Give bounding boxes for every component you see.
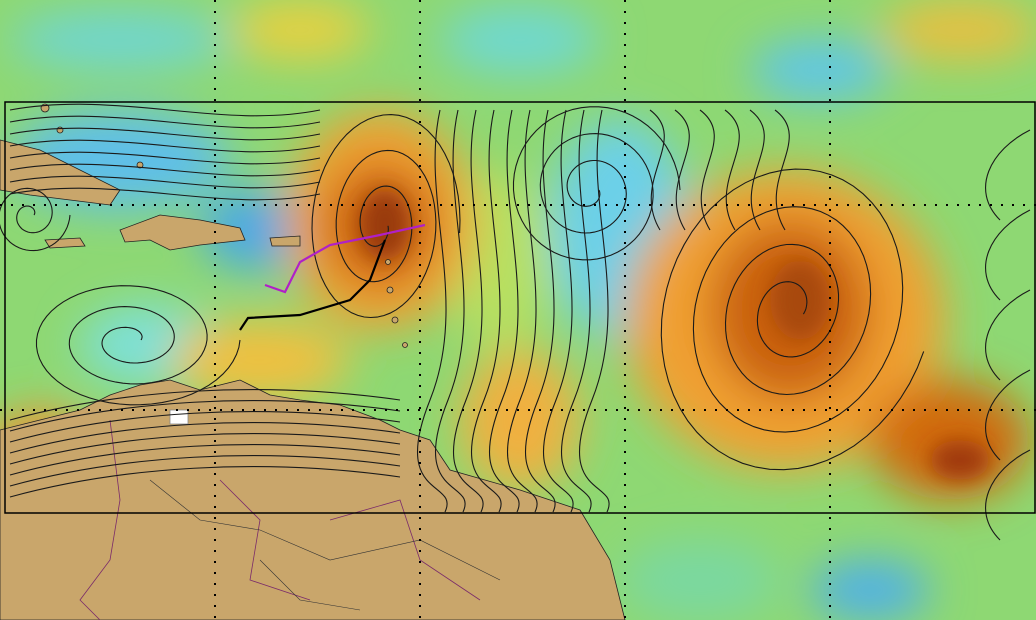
streamline [507, 109, 538, 513]
borders [79, 419, 481, 620]
streamline [724, 109, 740, 231]
streamline [985, 209, 1031, 301]
streamline [9, 411, 401, 443]
streamline [435, 109, 466, 513]
streamlines [0, 103, 1031, 541]
streamline [561, 109, 592, 513]
streamline [985, 449, 1031, 541]
streamline [9, 175, 321, 189]
streamline [417, 109, 448, 513]
streamline [9, 103, 321, 117]
streamline [525, 109, 556, 513]
streamline [649, 109, 665, 231]
streamline [660, 168, 925, 471]
streamline [9, 444, 401, 476]
storm-track-observed [239, 239, 387, 331]
streamline [9, 466, 401, 498]
streamline [9, 115, 321, 129]
streamline [453, 109, 484, 513]
streamline [985, 369, 1031, 461]
streamline [674, 109, 690, 231]
streamline [9, 127, 321, 141]
streamline [9, 455, 401, 487]
streamline [774, 109, 790, 231]
streamline [489, 109, 520, 513]
analysis-box [4, 101, 1036, 514]
streamline [311, 114, 461, 319]
streamline [749, 109, 765, 231]
streamline [579, 109, 610, 513]
streamline [9, 139, 321, 153]
streamline [9, 400, 401, 432]
streamline [985, 129, 1031, 221]
streamline [699, 109, 715, 231]
streamline [9, 187, 321, 201]
streamline [471, 109, 502, 513]
streamline [9, 163, 321, 177]
streamline [9, 151, 321, 165]
streamline [985, 289, 1031, 381]
streamline [9, 422, 401, 454]
streamline [0, 187, 71, 252]
field-cores [360, 190, 990, 480]
streamline [35, 285, 241, 406]
streamline [543, 109, 574, 513]
streamline [9, 433, 401, 465]
streamline [512, 106, 681, 261]
storm-track-forecast [264, 223, 426, 294]
